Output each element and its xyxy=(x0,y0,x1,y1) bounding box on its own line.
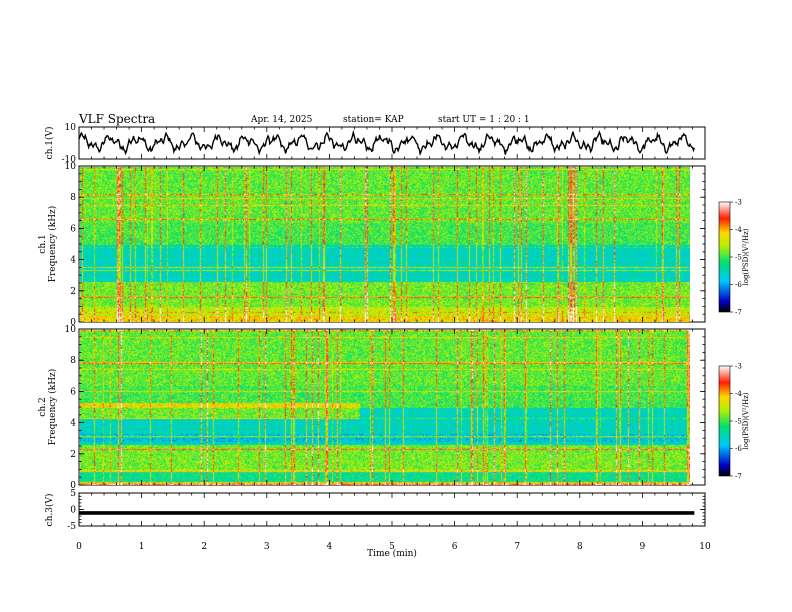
ch1-ylabel-line2: Frequency (kHz) xyxy=(47,206,58,283)
ch3-waveform-band xyxy=(79,511,695,515)
y-tick-label: 0 xyxy=(70,318,76,328)
colorbar-tick-label: -6 xyxy=(735,281,742,289)
ch3-ylabel: ch.3(V) xyxy=(44,494,55,527)
y-tick-label: 2 xyxy=(70,450,76,460)
x-tick-label: 10 xyxy=(699,542,711,552)
ch1-colorbar-gradient xyxy=(718,201,731,313)
ch1-freq-ylabel: ch.1 Frequency (kHz) xyxy=(38,206,58,283)
y-tick-label: -10 xyxy=(62,155,77,165)
x-tick-label: 8 xyxy=(577,542,583,552)
y-tick-label: 10 xyxy=(65,325,77,335)
ch1-ylabel-line1: ch.1 xyxy=(38,234,48,253)
colorbar-tick-label: -3 xyxy=(735,199,742,207)
x-tick-label: 6 xyxy=(452,542,458,552)
x-axis-label: Time (min) xyxy=(367,548,417,559)
x-tick-label: 2 xyxy=(201,542,207,552)
y-tick-label: 8 xyxy=(70,356,76,366)
x-tick-label: 0 xyxy=(76,542,82,552)
y-tick-label: 5 xyxy=(70,489,76,499)
y-tick-label: 6 xyxy=(70,387,76,397)
ch3-waveform-frame xyxy=(78,492,706,527)
y-tick-label: 0 xyxy=(70,506,76,516)
colorbar-tick-label: -5 xyxy=(735,418,742,426)
y-tick-label: 2 xyxy=(70,287,76,297)
y-tick-label: 0 xyxy=(70,481,76,491)
station-label: station= KAP xyxy=(343,115,404,125)
ch1-colorbar: -3 -4 -5 -6 -7 log(PSD)(V²/Hz) xyxy=(718,199,750,317)
x-tick-label: 5 xyxy=(389,542,395,552)
colorbar-tick-label: -7 xyxy=(735,473,742,481)
y-tick-label: 4 xyxy=(70,256,76,266)
ch2-ylabel-line2: Frequency (kHz) xyxy=(47,369,58,446)
x-tick-label: 7 xyxy=(514,542,520,552)
colorbar-tick-label: -4 xyxy=(735,390,742,398)
ch1-waveform-line xyxy=(78,129,696,157)
y-tick-label: 8 xyxy=(70,193,76,203)
colorbar-tick-label: -3 xyxy=(735,363,742,371)
x-tick-label: 3 xyxy=(264,542,270,552)
ch2-colorbar-label: log(PSD)(V²/Hz) xyxy=(742,392,750,449)
ch2-colorbar: -3 -4 -5 -6 -7 log(PSD)(V²/Hz) xyxy=(718,363,750,481)
ch1-spectrogram-image xyxy=(80,167,690,322)
ch2-spectrogram-image xyxy=(80,330,690,485)
date-label: Apr. 14, 2025 xyxy=(251,115,313,125)
colorbar-tick-label: -7 xyxy=(735,309,742,317)
ch2-ylabel-line1: ch.2 xyxy=(38,397,48,416)
ch1-colorbar-label: log(PSD)(V²/Hz) xyxy=(742,228,750,285)
chart-title: VLF Spectra xyxy=(79,112,156,126)
y-tick-label: 10 xyxy=(65,162,77,172)
x-tick-label: 9 xyxy=(640,542,646,552)
ch2-colorbar-gradient xyxy=(718,365,731,477)
y-tick-label: 6 xyxy=(70,224,76,234)
start-time-label: start UT = 1 : 20 : 1 xyxy=(438,115,530,125)
y-tick-label: -5 xyxy=(67,522,76,532)
ch2-freq-ylabel: ch.2 Frequency (kHz) xyxy=(38,369,58,446)
ch1-spectrogram xyxy=(80,167,690,322)
x-tick-label: 1 xyxy=(139,542,145,552)
y-tick-label: 10 xyxy=(65,123,77,133)
ch2-spectrogram xyxy=(80,330,690,485)
colorbar-tick-label: -6 xyxy=(735,445,742,453)
ch1-ylabel: ch.1(V) xyxy=(44,127,55,160)
x-tick-label: 4 xyxy=(327,542,333,552)
y-tick-label: 4 xyxy=(70,419,76,429)
colorbar-tick-label: -4 xyxy=(735,226,742,234)
colorbar-tick-label: -5 xyxy=(735,254,742,262)
